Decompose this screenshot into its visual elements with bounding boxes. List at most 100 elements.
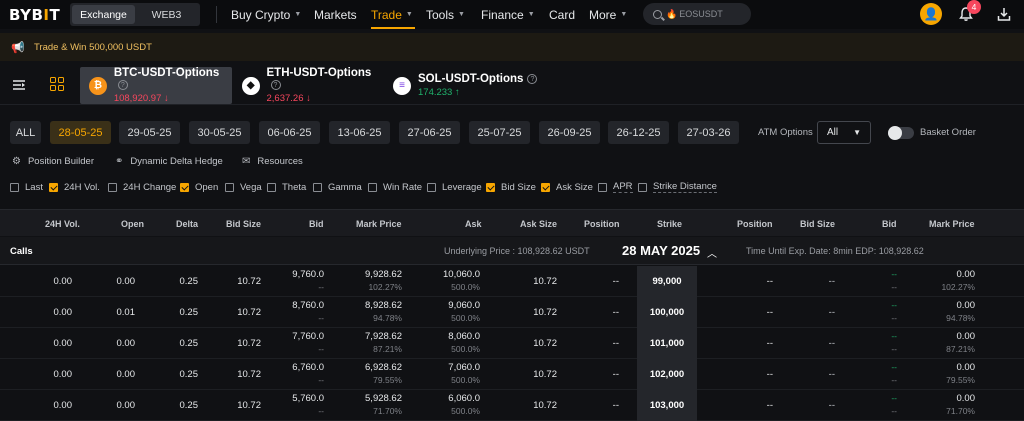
promo-banner[interactable]: 📢 Trade & Win 500,000 USDT xyxy=(0,33,1024,61)
cell-p-bid[interactable]: -- xyxy=(891,269,897,279)
table-row[interactable]: 0.00 0.00 0.25 10.72 7,760.0 -- 7,928.62 87.21%… xyxy=(0,328,1024,359)
col-strike[interactable]: Strike xyxy=(657,219,683,229)
sol-coin-icon: ≡ xyxy=(393,76,411,95)
toggle-last[interactable]: Last xyxy=(10,181,43,193)
table-row[interactable]: 0.00 0.00 0.25 10.72 6,760.0 -- 6,928.62 79.55%… xyxy=(0,359,1024,390)
col-24h-vol[interactable]: 24H Vol. xyxy=(45,219,80,229)
cell-p-position: -- xyxy=(766,307,773,318)
date-26-12-25[interactable]: 26-12-25 xyxy=(608,121,669,144)
cell-bid[interactable]: 8,760.0 xyxy=(292,300,324,311)
cell-ask[interactable]: 6,060.0 xyxy=(448,393,480,404)
col-position[interactable]: Position xyxy=(584,219,620,229)
chevron-up-icon[interactable]: ︿ xyxy=(707,249,717,260)
checkbox xyxy=(267,182,276,192)
nav-finance[interactable]: Finance ▼ xyxy=(481,7,535,22)
mode-exchange-button[interactable]: Exchange xyxy=(72,5,135,24)
position-builder-link[interactable]: ⚙ Position Builder xyxy=(12,155,94,167)
col-put-mark-price[interactable]: Mark Price xyxy=(929,219,975,229)
date-all[interactable]: ALL xyxy=(10,121,41,144)
menu-icon[interactable] xyxy=(12,78,26,92)
grid-icon[interactable] xyxy=(50,77,66,93)
table-row[interactable]: 0.00 0.00 0.25 10.72 5,760.0 -- 5,928.62 71.70%… xyxy=(0,390,1024,421)
toggle-strike-distance[interactable]: Strike Distance xyxy=(638,181,717,193)
toggle-open[interactable]: Open xyxy=(180,181,218,193)
resources-link[interactable]: ✉ Resources xyxy=(242,155,303,167)
table-row[interactable]: 0.00 0.01 0.25 10.72 8,760.0 -- 8,928.62 94.78%… xyxy=(0,297,1024,328)
nav-more[interactable]: More ▼ xyxy=(589,7,628,22)
top-nav: BYBIT Exchange WEB3 Buy Crypto ▼ Markets … xyxy=(0,0,1024,29)
toggle-theta[interactable]: Theta xyxy=(267,181,306,193)
toggle-gamma[interactable]: Gamma xyxy=(313,181,362,193)
toggle-24h-change[interactable]: 24H Change xyxy=(108,181,176,193)
symbol-tab-eth[interactable]: ◆ ETH-USDT-Options? 2,637.26 ↓ xyxy=(242,67,382,104)
col-put-position[interactable]: Position xyxy=(737,219,773,229)
cell-ask[interactable]: 8,060.0 xyxy=(448,331,480,342)
cell-ask[interactable]: 10,060.0 xyxy=(443,269,480,280)
symbol-tab-sol[interactable]: ≡ SOL-USDT-Options? 174.233 ↑ xyxy=(393,67,538,104)
cell-bid[interactable]: 6,760.0 xyxy=(292,362,324,373)
cell-ask-iv: 500.0% xyxy=(451,344,480,354)
cell-p-bid[interactable]: -- xyxy=(891,300,897,310)
info-icon[interactable]: ? xyxy=(117,80,128,90)
info-icon[interactable]: ? xyxy=(527,74,538,84)
cell-ask[interactable]: 9,060.0 xyxy=(448,300,480,311)
date-26-09-25[interactable]: 26-09-25 xyxy=(539,121,600,144)
nav-card[interactable]: Card xyxy=(549,7,576,22)
chevron-down-icon: ▼ xyxy=(458,11,465,18)
nav-tools[interactable]: Tools ▼ xyxy=(426,7,465,22)
date-06-06-25[interactable]: 06-06-25 xyxy=(259,121,320,144)
col-ask-size[interactable]: Ask Size xyxy=(520,219,558,229)
avatar[interactable]: 👤 xyxy=(920,3,942,25)
cell-bid[interactable]: 9,760.0 xyxy=(292,269,324,280)
nav-trade[interactable]: Trade ▼ xyxy=(371,0,415,29)
col-put-bid[interactable]: Bid xyxy=(882,219,897,229)
cell-open: 0.00 xyxy=(116,338,136,349)
date-27-06-25[interactable]: 27-06-25 xyxy=(399,121,460,144)
toggle-apr[interactable]: APR xyxy=(598,181,633,193)
col-open[interactable]: Open xyxy=(121,219,145,229)
nav-buy-crypto[interactable]: Buy Crypto ▼ xyxy=(231,7,302,22)
checkbox xyxy=(313,182,322,192)
toggle-bid-size[interactable]: Bid Size xyxy=(486,181,536,193)
date-25-07-25[interactable]: 25-07-25 xyxy=(469,121,530,144)
dynamic-delta-hedge-link[interactable]: ⚭ Dynamic Delta Hedge xyxy=(115,155,223,167)
info-icon[interactable]: ? xyxy=(270,80,281,90)
col-delta[interactable]: Delta xyxy=(176,219,199,229)
basket-order-toggle[interactable] xyxy=(888,126,914,140)
date-30-05-25[interactable]: 30-05-25 xyxy=(189,121,250,144)
cell-p-bid[interactable]: -- xyxy=(891,362,897,372)
arrow-down-icon: ↓ xyxy=(306,93,311,104)
toggle-win-rate[interactable]: Win Rate xyxy=(368,181,422,193)
table-row[interactable]: 0.00 0.00 0.25 10.72 9,760.0 -- 9,928.62 102.27… xyxy=(0,266,1024,297)
date-13-06-25[interactable]: 13-06-25 xyxy=(329,121,390,144)
toggle-ask-size[interactable]: Ask Size xyxy=(541,181,593,193)
cell-bid[interactable]: 5,760.0 xyxy=(292,393,324,404)
nav-markets[interactable]: Markets xyxy=(314,7,357,22)
col-ask[interactable]: Ask xyxy=(465,219,482,229)
bybit-logo[interactable]: BYBIT xyxy=(9,6,61,24)
col-bid-size[interactable]: Bid Size xyxy=(226,219,262,229)
date-28-05-25[interactable]: 28-05-25 xyxy=(50,121,111,144)
cell-bid[interactable]: 7,760.0 xyxy=(292,331,324,342)
date-29-05-25[interactable]: 29-05-25 xyxy=(119,121,180,144)
col-mark-price[interactable]: Mark Price xyxy=(356,219,402,229)
cell-p-bid[interactable]: -- xyxy=(891,331,897,341)
toggle-leverage[interactable]: Leverage xyxy=(427,181,482,193)
date-27-03-26[interactable]: 27-03-26 xyxy=(678,121,739,144)
download-icon[interactable] xyxy=(996,6,1012,22)
symbol-price: 108,920.97 xyxy=(113,93,162,104)
cell-position: -- xyxy=(612,276,619,287)
toggle-vega[interactable]: Vega xyxy=(225,181,262,193)
cell-p-bid[interactable]: -- xyxy=(891,393,897,403)
cell-ask[interactable]: 7,060.0 xyxy=(448,362,480,373)
col-put-bid-size[interactable]: Bid Size xyxy=(800,219,836,229)
search-input[interactable]: 🔥 EOSUSDT xyxy=(643,3,751,25)
atm-options-select[interactable]: All ▼ xyxy=(817,121,871,144)
checkbox-label: APR xyxy=(613,181,633,193)
cell-bid-iv: -- xyxy=(318,406,324,416)
symbol-tab-btc[interactable]: ₿ BTC-USDT-Options? 108,920.97 ↓ xyxy=(80,67,232,104)
toggle-24h-vol[interactable]: 24H Vol. xyxy=(49,181,100,193)
mode-web3-button[interactable]: WEB3 xyxy=(151,8,182,21)
col-bid[interactable]: Bid xyxy=(309,219,324,229)
expiry-date[interactable]: 28 MAY 2025 xyxy=(622,243,701,258)
